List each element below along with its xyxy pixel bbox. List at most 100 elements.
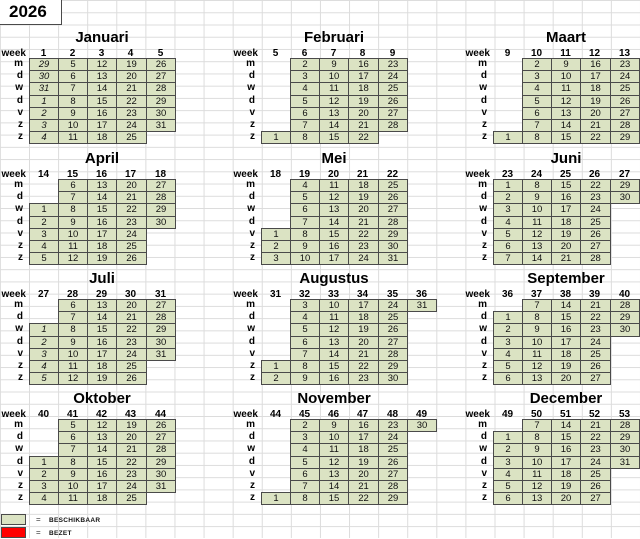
day-cell[interactable]: 7	[58, 82, 88, 96]
day-cell[interactable]: 1	[261, 492, 291, 505]
day-cell[interactable]: 11	[58, 131, 88, 144]
day-cell[interactable]: 17	[319, 252, 349, 265]
day-cell[interactable]: 1	[493, 131, 523, 144]
day-cell[interactable]: 23	[348, 372, 379, 385]
day-cell[interactable]: 26	[116, 252, 147, 265]
day-cell[interactable]: 5	[29, 252, 59, 265]
day-cell[interactable]: 31	[146, 348, 176, 361]
day-cell[interactable]: 23	[580, 443, 611, 457]
day-cell[interactable]: 15	[87, 203, 117, 217]
day-cell[interactable]: 7	[493, 252, 523, 265]
day-cell[interactable]: 21	[116, 82, 147, 96]
day-cell[interactable]: 16	[319, 372, 349, 385]
day-cell[interactable]: 19	[87, 252, 117, 265]
day-cell[interactable]: 11	[319, 443, 349, 457]
day-cell[interactable]: 5	[290, 323, 320, 337]
day-cell[interactable]: 14	[87, 443, 117, 457]
day-cell[interactable]: 28	[580, 252, 611, 265]
day-cell[interactable]: 24	[580, 203, 611, 217]
day-cell[interactable]: 13	[319, 203, 349, 217]
day-cell[interactable]: 21	[551, 252, 581, 265]
day-cell[interactable]: 23	[580, 323, 611, 337]
day-cell[interactable]: 29	[610, 131, 640, 144]
day-cell[interactable]: 27	[580, 492, 611, 505]
day-cell[interactable]: 12	[58, 372, 88, 385]
day-cell[interactable]: 11	[58, 492, 88, 505]
day-cell[interactable]: 2	[493, 323, 523, 337]
day-cell[interactable]: 1	[29, 203, 59, 217]
day-cell[interactable]: 29	[146, 323, 176, 337]
day-cell[interactable]: 1	[261, 131, 291, 144]
day-cell[interactable]: 30	[378, 372, 408, 385]
day-cell[interactable]: 8	[58, 323, 88, 337]
day-cell[interactable]: 10	[522, 203, 552, 217]
day-cell[interactable]: 31	[146, 480, 176, 493]
day-cell[interactable]: 9	[522, 323, 552, 337]
day-cell[interactable]: 17	[551, 203, 581, 217]
day-cell[interactable]: 29	[378, 492, 408, 505]
day-cell[interactable]: 21	[116, 443, 147, 457]
day-cell[interactable]: 19	[87, 372, 117, 385]
day-cell[interactable]: 13	[522, 492, 552, 505]
day-cell[interactable]: 2	[261, 372, 291, 385]
day-cell[interactable]: 24	[348, 252, 379, 265]
day-cell[interactable]: 18	[348, 82, 379, 96]
day-cell[interactable]: 4	[522, 82, 552, 96]
day-cell[interactable]: 26	[146, 419, 176, 432]
day-cell[interactable]: 15	[319, 492, 349, 505]
day-cell[interactable]: 16	[551, 323, 581, 337]
day-cell[interactable]: 28	[378, 119, 408, 132]
day-cell[interactable]: 20	[551, 372, 581, 385]
day-cell[interactable]: 8	[290, 492, 320, 505]
day-cell[interactable]: 30	[610, 443, 640, 457]
day-cell[interactable]: 20	[348, 203, 379, 217]
day-cell[interactable]: 13	[522, 372, 552, 385]
day-cell[interactable]: 30	[146, 216, 176, 229]
day-cell[interactable]: 6	[493, 492, 523, 505]
day-cell[interactable]: 8	[58, 203, 88, 217]
day-cell[interactable]: 22	[116, 203, 147, 217]
day-cell[interactable]: 31	[378, 252, 408, 265]
day-cell[interactable]: 8	[522, 131, 552, 144]
day-cell[interactable]: 2	[493, 443, 523, 457]
day-cell[interactable]: 11	[551, 82, 581, 96]
year-cell[interactable]: 2026	[0, 0, 62, 25]
day-cell[interactable]: 15	[551, 131, 581, 144]
day-cell[interactable]: 29	[146, 203, 176, 217]
day-cell[interactable]: 22	[348, 492, 379, 505]
day-cell[interactable]: 28	[146, 443, 176, 457]
day-cell[interactable]: 5	[29, 372, 59, 385]
day-cell[interactable]: 27	[378, 203, 408, 217]
day-cell[interactable]: 9	[522, 443, 552, 457]
day-cell[interactable]: 26	[378, 323, 408, 337]
day-cell[interactable]: 4	[29, 492, 59, 505]
day-cell[interactable]: 15	[87, 323, 117, 337]
day-cell[interactable]: 18	[580, 82, 611, 96]
day-cell[interactable]: 31	[146, 119, 176, 132]
day-cell[interactable]: 14	[522, 252, 552, 265]
day-cell[interactable]: 27	[580, 372, 611, 385]
day-cell[interactable]: 30	[610, 191, 640, 204]
day-cell[interactable]: 22	[580, 131, 611, 144]
day-cell[interactable]: 18	[87, 492, 117, 505]
day-cell[interactable]: 15	[319, 131, 349, 144]
day-cell[interactable]: 20	[551, 492, 581, 505]
day-cell[interactable]: 6	[290, 203, 320, 217]
day-cell[interactable]: 3	[493, 203, 523, 217]
day-cell[interactable]: 10	[290, 252, 320, 265]
day-cell[interactable]: 25	[116, 131, 147, 144]
day-cell[interactable]: 8	[290, 131, 320, 144]
day-cell[interactable]: 14	[87, 82, 117, 96]
day-cell[interactable]: 4	[290, 443, 320, 457]
day-cell[interactable]: 31	[407, 299, 437, 312]
day-cell[interactable]: 9	[290, 372, 320, 385]
day-cell[interactable]: 1	[29, 323, 59, 337]
day-cell[interactable]: 4	[290, 82, 320, 96]
day-cell[interactable]: 12	[58, 252, 88, 265]
day-cell[interactable]: 30	[610, 323, 640, 337]
day-cell[interactable]: 12	[319, 323, 349, 337]
day-cell[interactable]: 31	[29, 82, 59, 96]
day-cell[interactable]: 25	[116, 492, 147, 505]
day-cell[interactable]: 3	[261, 252, 291, 265]
day-cell[interactable]: 26	[116, 372, 147, 385]
